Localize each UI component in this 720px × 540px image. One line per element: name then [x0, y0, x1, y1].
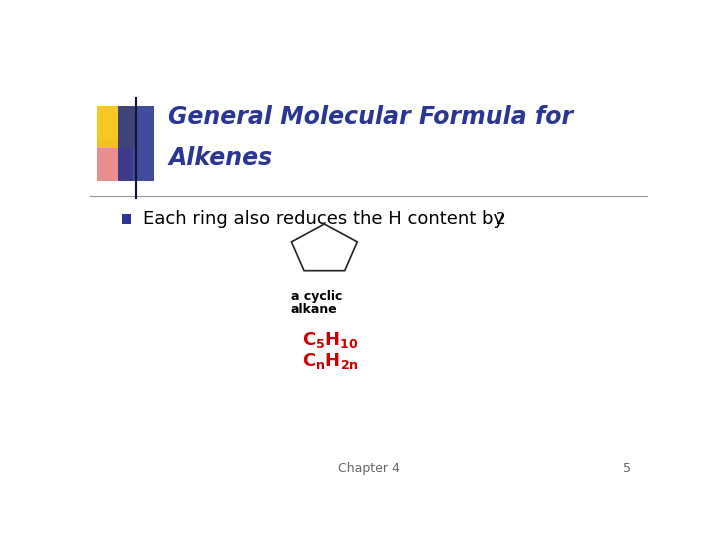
Text: 2: 2: [496, 212, 506, 227]
Text: $\mathbf{C_nH_{2n}}$: $\mathbf{C_nH_{2n}}$: [302, 351, 359, 371]
FancyBboxPatch shape: [118, 106, 154, 181]
FancyBboxPatch shape: [96, 140, 133, 181]
Text: 5: 5: [624, 462, 631, 475]
Text: Chapter 4: Chapter 4: [338, 462, 400, 475]
Text: Alkenes: Alkenes: [168, 146, 272, 170]
Text: a cyclic: a cyclic: [291, 290, 342, 303]
Text: General Molecular Formula for: General Molecular Formula for: [168, 105, 573, 129]
Text: alkane: alkane: [291, 302, 338, 316]
FancyBboxPatch shape: [96, 106, 136, 148]
FancyBboxPatch shape: [122, 214, 131, 224]
Text: Each ring also reduces the H content by: Each ring also reduces the H content by: [143, 210, 510, 228]
Text: $\mathbf{C_5H_{10}}$: $\mathbf{C_5H_{10}}$: [302, 330, 359, 350]
